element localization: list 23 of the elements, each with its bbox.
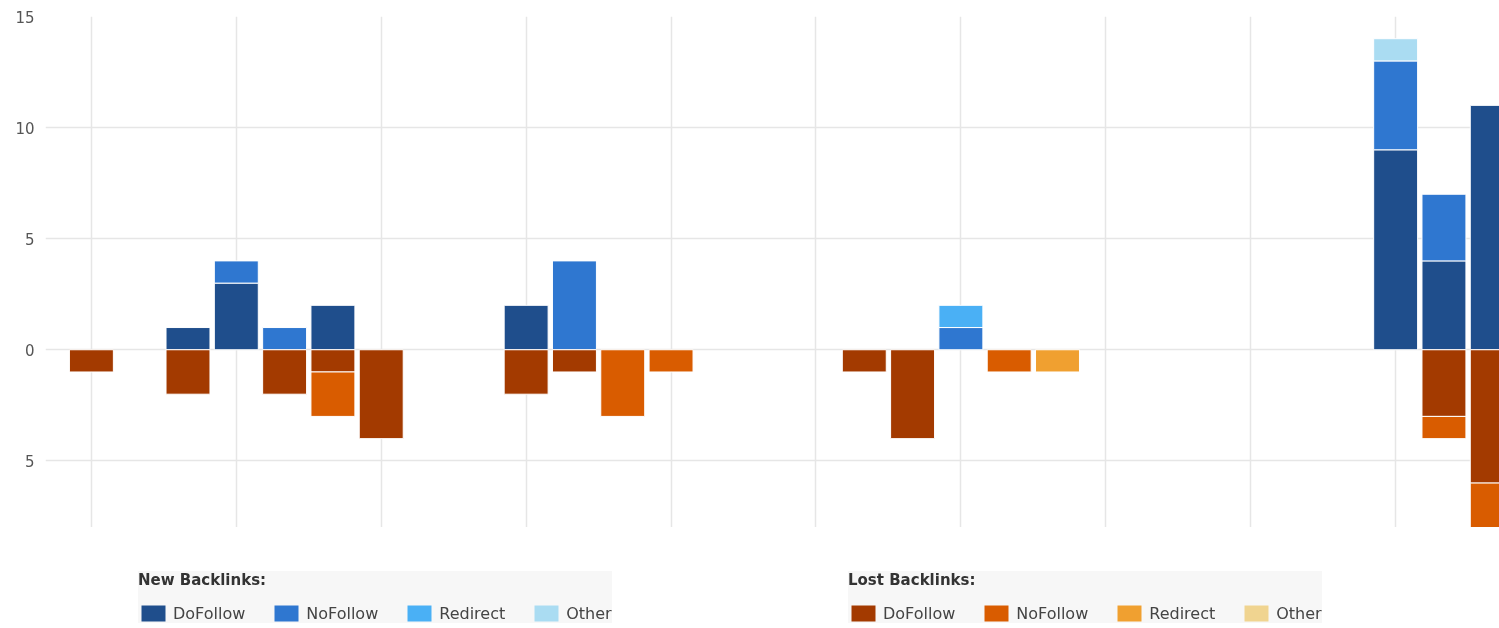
legend-label: Redirect bbox=[1149, 603, 1216, 623]
y-tick-label: 10 bbox=[15, 119, 35, 138]
legend-label: Other bbox=[1276, 603, 1322, 623]
legend-label: DoFollow bbox=[883, 603, 956, 623]
y-tick-label: 5 bbox=[24, 452, 35, 471]
bar bbox=[600, 349, 646, 417]
y-tick-label: 5 bbox=[24, 230, 35, 249]
text: New Backlinks: bbox=[138, 571, 268, 589]
bar bbox=[1035, 349, 1080, 373]
bar bbox=[358, 349, 404, 440]
bar bbox=[841, 349, 887, 373]
y-tick-label: 15 bbox=[15, 8, 35, 27]
legend-label: NoFollow bbox=[1016, 603, 1089, 623]
bar bbox=[986, 349, 1032, 373]
y-tick-label: 0 bbox=[24, 341, 35, 360]
legend-label: NoFollow bbox=[306, 603, 379, 623]
bar bbox=[648, 349, 694, 373]
legend-label: Redirect bbox=[439, 603, 506, 623]
legend-label: Other bbox=[566, 603, 612, 623]
bar bbox=[68, 349, 114, 373]
text: Lost Backlinks: bbox=[848, 571, 977, 589]
legend-label: DoFollow bbox=[173, 603, 246, 623]
bar bbox=[890, 349, 936, 440]
